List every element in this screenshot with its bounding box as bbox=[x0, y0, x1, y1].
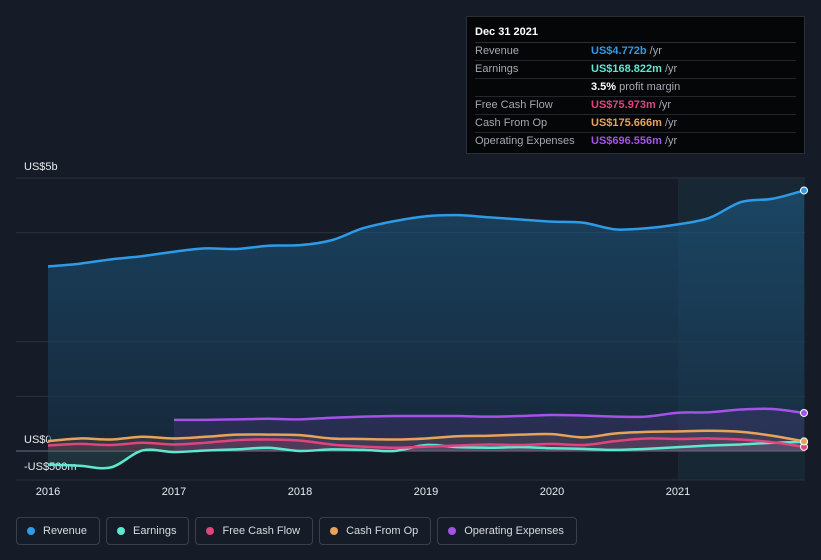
legend-item-earnings[interactable]: Earnings bbox=[106, 517, 190, 545]
legend-dot-icon bbox=[27, 527, 35, 535]
legend-dot-icon bbox=[206, 527, 215, 535]
tooltip-label: Cash From Op bbox=[475, 117, 548, 129]
tooltip-unit: /yr bbox=[649, 45, 662, 57]
series-line-earnings bbox=[47, 440, 805, 470]
tooltip-label bbox=[475, 79, 591, 96]
tooltip-row: Operating Expenses US$696.556m/yr bbox=[475, 133, 796, 150]
tooltip: Dec 31 2021 Revenue US$4.772b/yr Earnings U… bbox=[466, 16, 805, 154]
series-line-cash-from-op bbox=[47, 429, 805, 443]
x-tick-label: 2016 bbox=[36, 486, 60, 498]
legend-label: Revenue bbox=[43, 525, 88, 537]
series-line-free-cash-flow bbox=[47, 437, 805, 449]
legend: Revenue Earnings Free Cash Flow Cash From O… bbox=[16, 517, 577, 547]
tooltip-unit: profit margin bbox=[619, 81, 681, 93]
tooltip-row: Revenue US$4.772b/yr bbox=[475, 43, 796, 61]
x-tick-label: 2019 bbox=[414, 486, 438, 498]
legend-dot-icon bbox=[117, 527, 126, 535]
x-tick-label: 2021 bbox=[666, 486, 690, 498]
tooltip-unit: /yr bbox=[658, 99, 672, 111]
tooltip-row: 3.5% profit margin bbox=[475, 79, 796, 97]
legend-label: Free Cash Flow bbox=[222, 525, 301, 537]
tooltip-value: US$175.666m bbox=[591, 117, 662, 129]
tooltip-label: Free Cash Flow bbox=[475, 99, 553, 111]
series-area-operating-expenses bbox=[174, 408, 804, 451]
legend-dot-icon bbox=[330, 527, 339, 535]
legend-label: Cash From Op bbox=[346, 525, 419, 537]
tooltip-unit: /yr bbox=[664, 63, 678, 75]
series-area-revenue bbox=[48, 190, 804, 452]
tooltip-value: US$168.822m bbox=[591, 63, 662, 75]
legend-item-revenue[interactable]: Revenue bbox=[16, 517, 101, 545]
tooltip-value: US$696.556m bbox=[591, 135, 662, 147]
series-line-revenue bbox=[47, 189, 805, 268]
tooltip-row: Earnings US$168.822m/yr bbox=[475, 61, 796, 79]
legend-item-cash-from-op[interactable]: Cash From Op bbox=[319, 517, 432, 545]
series-end-marker-operating-expenses bbox=[800, 408, 808, 417]
tooltip-value: US$4.772b bbox=[591, 45, 647, 57]
legend-item-free-cash-flow[interactable]: Free Cash Flow bbox=[195, 517, 314, 545]
legend-dot-icon bbox=[448, 527, 457, 535]
tooltip-value: 3.5% bbox=[591, 81, 617, 93]
tooltip-row: Free Cash Flow US$75.973m/yr bbox=[475, 97, 796, 115]
x-tick-label: 2020 bbox=[540, 486, 564, 498]
tooltip-value: US$75.973m bbox=[591, 99, 656, 111]
y-tick-label: US$5b bbox=[24, 161, 58, 173]
tooltip-unit: /yr bbox=[664, 135, 678, 147]
legend-label: Operating Expenses bbox=[464, 525, 564, 537]
tooltip-label: Revenue bbox=[475, 45, 520, 57]
tooltip-unit: /yr bbox=[664, 117, 678, 129]
tooltip-label: Operating Expenses bbox=[475, 135, 575, 147]
tooltip-label: Earnings bbox=[475, 63, 519, 75]
y-tick-label: US$0 bbox=[24, 434, 52, 446]
tooltip-row: Cash From Op US$175.666m/yr bbox=[475, 115, 796, 133]
x-tick-label: 2017 bbox=[162, 486, 186, 498]
legend-label: Earnings bbox=[133, 525, 177, 537]
x-tick-label: 2018 bbox=[288, 486, 312, 498]
legend-item-operating-expenses[interactable]: Operating Expenses bbox=[437, 517, 577, 545]
series-end-marker-revenue bbox=[800, 186, 808, 195]
series-line-operating-expenses bbox=[173, 407, 805, 422]
tooltip-date: Dec 31 2021 bbox=[475, 25, 796, 43]
series-end-marker-cash-from-op bbox=[800, 437, 808, 446]
